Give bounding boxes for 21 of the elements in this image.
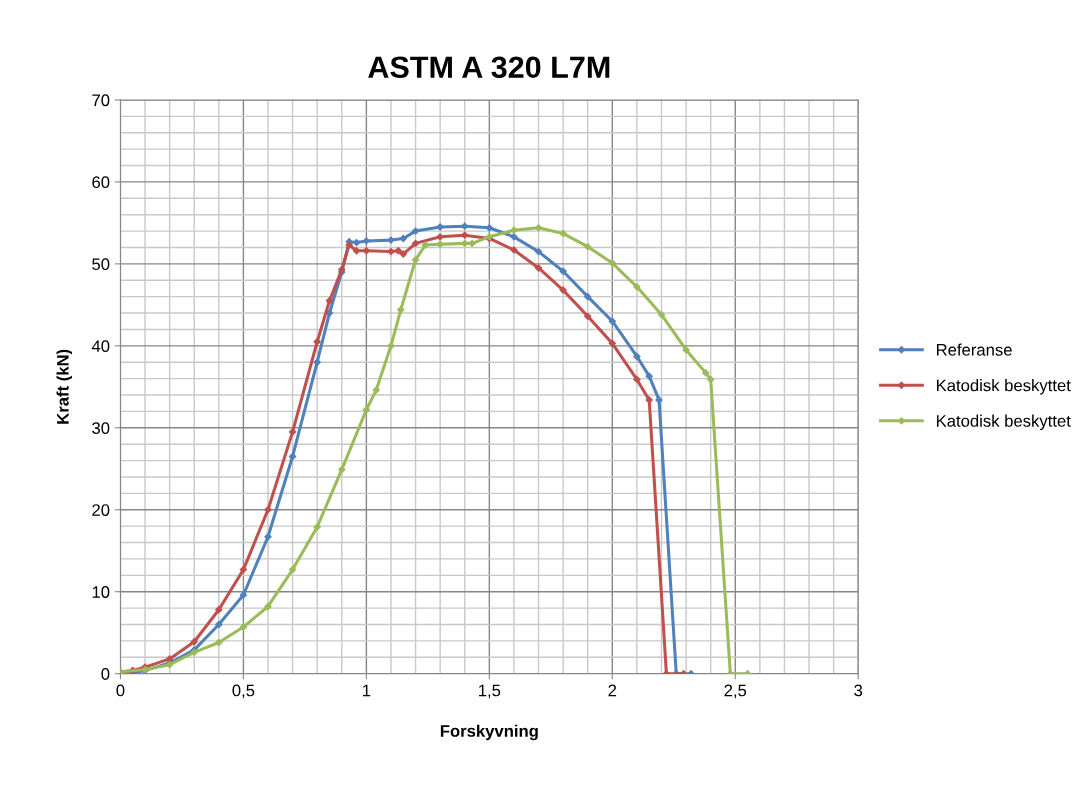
x-axis-title: Forskyvning bbox=[440, 724, 538, 741]
y-tick-label: 40 bbox=[91, 340, 110, 353]
x-tick-label: 3 bbox=[854, 684, 863, 697]
legend-label: Referanse bbox=[936, 343, 1012, 356]
x-tick-label: 1,5 bbox=[479, 684, 501, 699]
x-tick-label: 2,5 bbox=[724, 684, 747, 699]
x-tick-label: 0,5 bbox=[232, 684, 255, 699]
y-tick-label: 10 bbox=[92, 586, 110, 598]
x-tick-label: 2 bbox=[608, 684, 617, 697]
legend-label: Katodisk beskyttet bbox=[936, 379, 1071, 395]
x-tick-label: 1 bbox=[363, 684, 371, 697]
y-tick-label: 70 bbox=[92, 94, 110, 107]
legend-label: Katodisk beskyttet bbox=[936, 414, 1071, 431]
y-tick-label: 30 bbox=[92, 422, 110, 434]
y-tick-label: 50 bbox=[92, 258, 110, 271]
x-tick-label: 0 bbox=[116, 684, 125, 697]
chart-title: ASTM A 320 L7M bbox=[368, 56, 610, 79]
y-tick-label: 0 bbox=[101, 668, 110, 680]
y-tick-label: 20 bbox=[92, 504, 110, 516]
y-axis-title: Kraft (kN) bbox=[56, 349, 73, 424]
y-tick-label: 60 bbox=[92, 176, 110, 189]
